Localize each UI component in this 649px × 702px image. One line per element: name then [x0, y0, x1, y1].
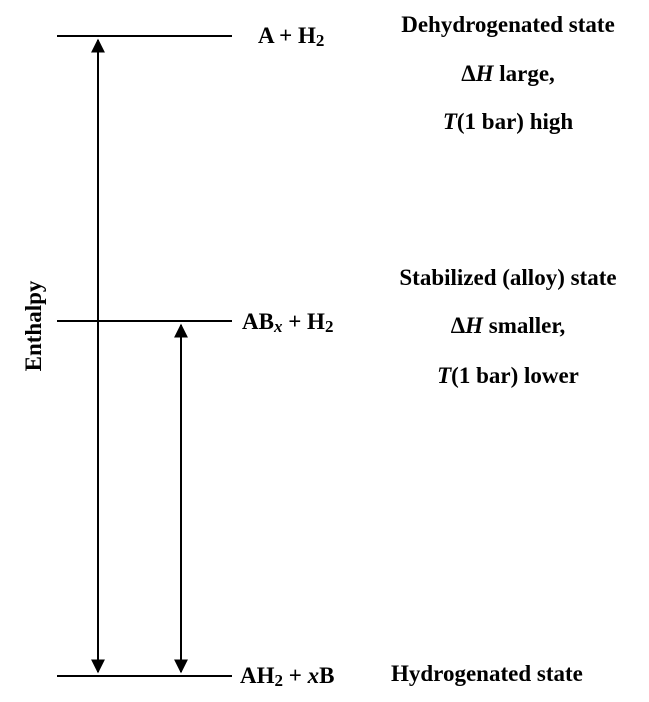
- delta-h-middle: ΔH smaller,: [368, 313, 648, 339]
- delta-h-var-top: H: [475, 61, 494, 86]
- species-top-sub: 2: [315, 31, 325, 50]
- temperature-middle: T(1 bar) lower: [368, 363, 648, 389]
- t-var-top: T: [442, 109, 457, 134]
- species-bottom-var: x: [307, 663, 320, 688]
- delta-h-top: ΔH large,: [368, 61, 648, 87]
- species-bottom-main: AH: [240, 663, 275, 688]
- species-bottom-tail: +: [283, 663, 308, 688]
- species-middle-sub-var: x: [273, 317, 283, 336]
- species-bottom-sub: 2: [274, 671, 284, 690]
- species-middle-main: AB: [242, 309, 274, 334]
- species-label-top: A + H2: [258, 23, 324, 49]
- species-bottom-end: B: [319, 663, 335, 688]
- enthalpy-axis-label: Enthalpy: [21, 280, 46, 372]
- t-var-middle: T: [437, 363, 452, 388]
- species-middle-sub: 2: [324, 317, 334, 336]
- state-name-bottom: Hydrogenated state: [391, 661, 583, 686]
- state-name-top: Dehydrogenated state: [401, 12, 615, 37]
- delta-h-rest-top: large,: [493, 61, 555, 86]
- delta-h-var-middle: H: [465, 313, 484, 338]
- species-label-bottom: AH2 + xB: [240, 663, 334, 689]
- t-rest-top: (1 bar) high: [456, 109, 574, 134]
- species-middle-tail: + H: [282, 309, 325, 334]
- delta-symbol-top: Δ: [461, 61, 476, 86]
- temperature-top: T(1 bar) high: [368, 109, 648, 135]
- delta-h-rest-middle: smaller,: [483, 313, 566, 338]
- species-label-middle: ABx + H2: [242, 309, 333, 335]
- t-rest-middle: (1 bar) lower: [451, 363, 579, 388]
- state-name-middle: Stabilized (alloy) state: [399, 265, 617, 290]
- species-top-main: A + H: [258, 23, 316, 48]
- delta-symbol-middle: Δ: [450, 313, 466, 338]
